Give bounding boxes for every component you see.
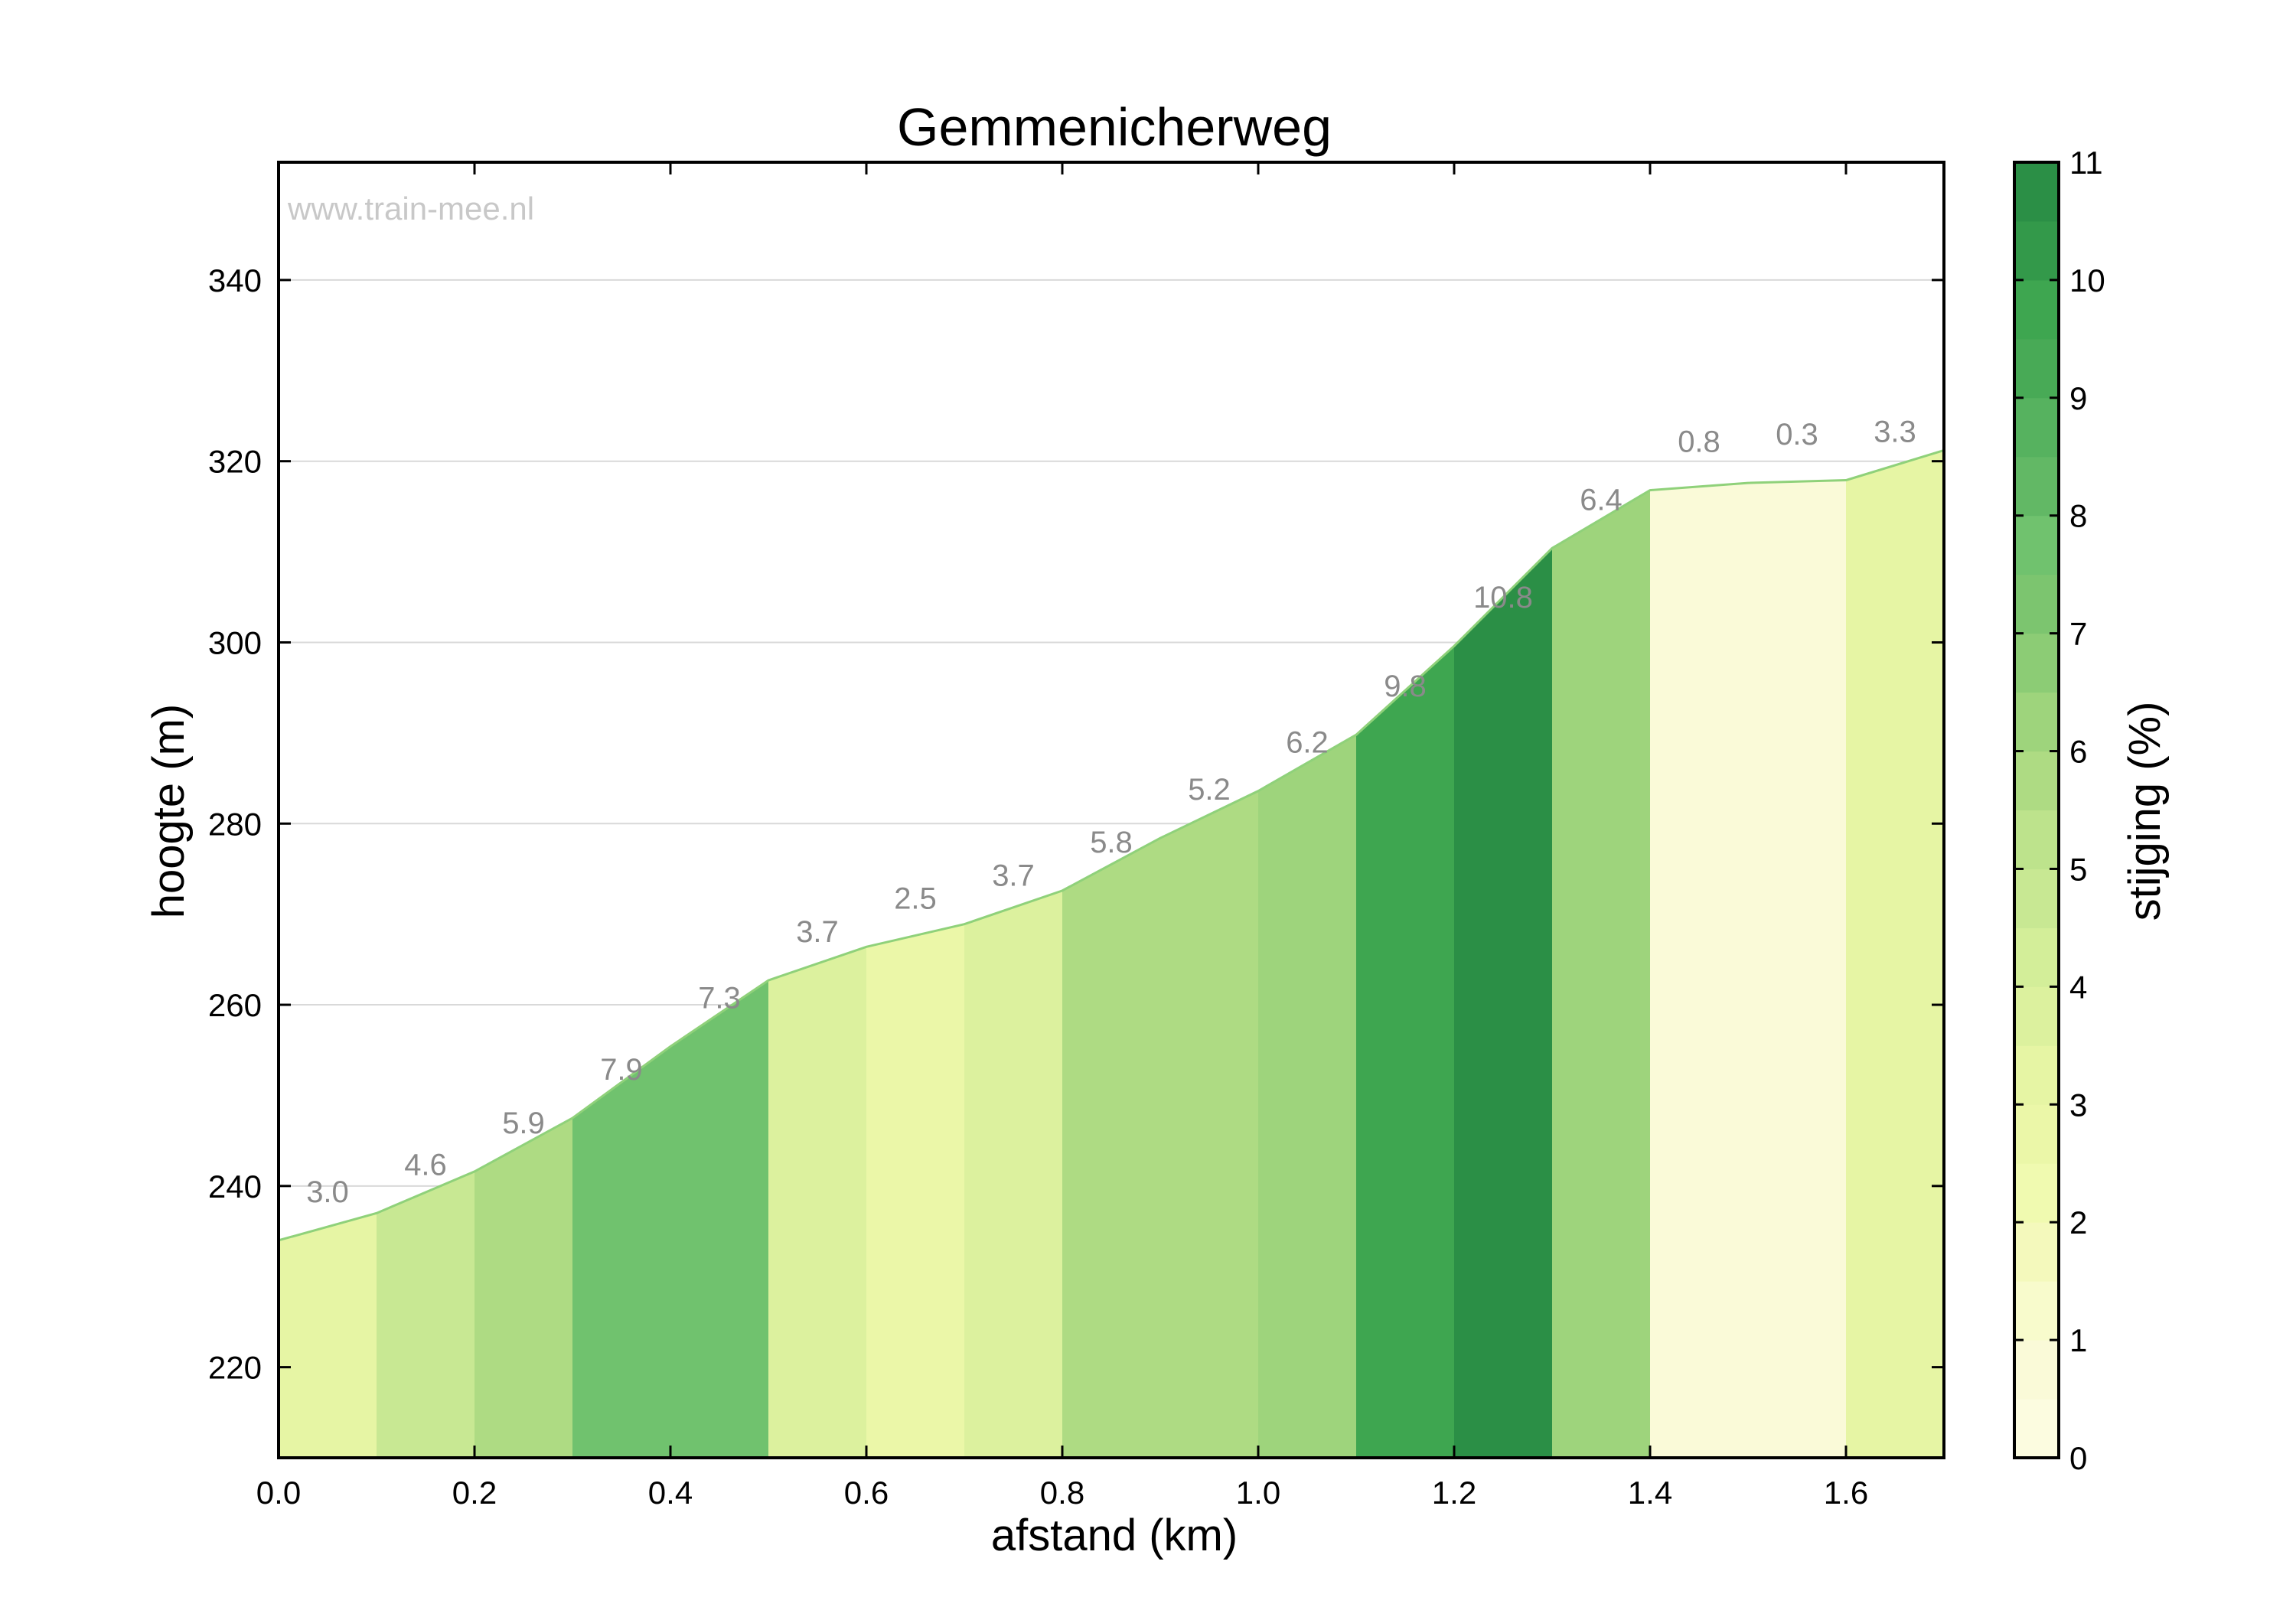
colorbar-band: [2014, 633, 2059, 693]
colorbar-band: [2014, 1104, 2059, 1164]
grade-segment: [1846, 450, 1944, 1458]
colorbar-band: [2014, 1281, 2059, 1341]
grade-data-label: 10.8: [1473, 581, 1533, 614]
x-tick-label: 1.2: [1432, 1475, 1476, 1511]
colorbar-band: [2014, 751, 2059, 810]
grade-segment: [475, 1118, 572, 1458]
grade-data-label: 7.3: [698, 982, 741, 1015]
colorbar-tick-label: 6: [2069, 734, 2087, 770]
chart-title: Gemmenicherweg: [897, 97, 1332, 157]
colorbar: 0 1 2 3 4 5 6 7 8 9 10 11: [2013, 145, 2105, 1476]
colorbar-band: [2014, 279, 2059, 340]
grade-segment: [1454, 548, 1552, 1458]
colorbar-band: [2014, 1340, 2059, 1400]
x-tick-label: 0.4: [648, 1475, 693, 1511]
grade-data-label: 3.0: [306, 1175, 349, 1209]
colorbar-band: [2014, 927, 2059, 987]
grade-segment: [1258, 735, 1356, 1458]
y-tick-label: 340: [208, 262, 262, 298]
colorbar-band: [2014, 515, 2059, 575]
x-tick-label: 0.6: [844, 1475, 889, 1511]
grade-segment: [1650, 480, 1846, 1458]
x-tick-label: 1.6: [1824, 1475, 1868, 1511]
colorbar-band: [2014, 1222, 2059, 1282]
y-tick-label: 240: [208, 1169, 262, 1204]
watermark-text: www.train-mee.nl: [287, 191, 534, 227]
y-tick-label: 280: [208, 806, 262, 842]
grade-data-label: 0.8: [1678, 425, 1720, 459]
colorbar-tick-label: 3: [2069, 1087, 2087, 1123]
y-tick-label: 220: [208, 1350, 262, 1386]
y-tick-label: 320: [208, 444, 262, 480]
grade-data-label: 5.8: [1090, 826, 1133, 859]
colorbar-band: [2014, 692, 2059, 752]
plot-area: 3.0 4.6 5.9 7.9 7.3 3.7 2.5 3.7 5.8 5.2 6.2 9.8 10.8…: [208, 161, 1945, 1511]
colorbar-tick-label: 9: [2069, 380, 2087, 416]
y-tick-label: 260: [208, 987, 262, 1023]
colorbar-band: [2014, 220, 2059, 281]
grade-data-label: 6.4: [1580, 483, 1623, 517]
colorbar-tick-label: 1: [2069, 1322, 2087, 1358]
grade-data-label: 0.3: [1776, 418, 1818, 451]
colorbar-tick-label: 8: [2069, 498, 2087, 534]
grade-data-label: 3.3: [1874, 416, 1916, 449]
grade-data-label: 3.7: [992, 859, 1035, 893]
colorbar-tick-label: 11: [2069, 145, 2103, 181]
grade-data-label: 3.7: [796, 915, 839, 949]
grade-data-label: 4.6: [404, 1148, 447, 1182]
grade-data-label: 5.2: [1188, 773, 1231, 807]
grade-segment: [1062, 790, 1258, 1458]
colorbar-tick-label: 2: [2069, 1204, 2087, 1240]
colorbar-tick-label: 5: [2069, 851, 2087, 887]
colorbar-band: [2014, 810, 2059, 869]
colorbar-band: [2014, 456, 2059, 517]
colorbar-tick-label: 7: [2069, 616, 2087, 652]
colorbar-band: [2014, 574, 2059, 634]
plot-frame: [277, 161, 1945, 1459]
grade-segment: [964, 890, 1062, 1458]
x-tick-label: 0.0: [256, 1475, 301, 1511]
grade-segment: [279, 1213, 377, 1458]
colorbar-band: [2014, 162, 2059, 222]
colorbar-frame: [2013, 161, 2060, 1459]
grade-segment: [377, 1171, 475, 1458]
grade-segment: [1356, 646, 1454, 1458]
colorbar-band: [2014, 1163, 2059, 1223]
colorbar-band: [2014, 1399, 2059, 1459]
grade-data-label: 2.5: [894, 882, 937, 915]
grade-segment: [1552, 490, 1650, 1458]
colorbar-band: [2014, 986, 2059, 1046]
x-tick-label: 0.2: [452, 1475, 497, 1511]
grade-data-label: 6.2: [1286, 726, 1329, 760]
x-axis-label: afstand (km): [991, 1511, 1238, 1560]
colorbar-band: [2014, 869, 2059, 928]
y-axis-label: hoogte (m): [144, 704, 194, 918]
x-tick-label: 1.0: [1236, 1475, 1280, 1511]
grade-data-label: 7.9: [600, 1053, 643, 1087]
colorbar-band: [2014, 397, 2059, 458]
grade-segment: [572, 980, 768, 1458]
grade-segment: [768, 947, 866, 1458]
x-tick-label: 1.4: [1628, 1475, 1672, 1511]
colorbar-tick-label: 4: [2069, 969, 2087, 1005]
colorbar-tick-label: 0: [2069, 1440, 2087, 1476]
colorbar-band: [2014, 1045, 2059, 1105]
elevation-line: [278, 449, 1945, 1242]
grade-data-label: 5.9: [502, 1107, 545, 1140]
colorbar-tick-label: 10: [2069, 262, 2105, 298]
colorbar-band: [2014, 338, 2059, 399]
colorbar-label: stijging (%): [2120, 702, 2170, 921]
y-tick-label: 300: [208, 624, 262, 660]
grade-segment: [866, 924, 964, 1458]
x-tick-label: 0.8: [1040, 1475, 1084, 1511]
grade-data-label: 9.8: [1384, 670, 1427, 703]
